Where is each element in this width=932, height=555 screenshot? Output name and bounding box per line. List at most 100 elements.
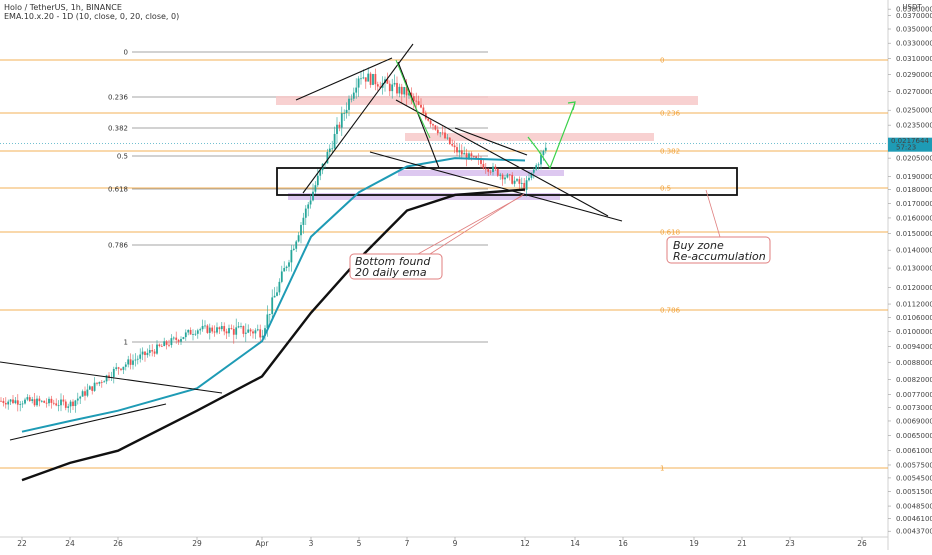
- candle-body: [408, 92, 410, 96]
- fib-label-right: 0.382: [660, 148, 680, 156]
- candle-body: [88, 386, 91, 390]
- candle-body: [415, 100, 418, 102]
- candle-body: [98, 381, 101, 384]
- candle-body: [33, 399, 36, 406]
- candle-body: [465, 153, 468, 160]
- projection-arrow-head: [567, 101, 576, 111]
- candle-body: [261, 335, 264, 338]
- candle-body: [484, 168, 487, 170]
- candle-body: [105, 375, 108, 382]
- candle-body: [146, 352, 149, 356]
- candle-body: [38, 398, 41, 402]
- resistance-zone-top: [276, 96, 698, 105]
- buy-zone-box: [276, 167, 738, 196]
- candle-body: [24, 399, 26, 404]
- candle-body: [352, 92, 355, 99]
- candle-body: [516, 179, 518, 181]
- price-tick-label: 0.0205000: [896, 155, 932, 163]
- candle-body: [184, 332, 187, 338]
- fib-label-left: 0.618: [108, 186, 128, 194]
- time-tick-label: 29: [192, 539, 202, 548]
- candle-body: [132, 360, 134, 365]
- candle-body: [302, 217, 305, 225]
- candle-body: [367, 73, 370, 82]
- candle-body: [235, 327, 238, 335]
- candle-body: [300, 224, 302, 236]
- price-tick-label: 0.0380000: [896, 6, 932, 14]
- bottom-note-pointer: [417, 195, 523, 255]
- candle-body: [45, 402, 48, 404]
- time-tick-label: 26: [857, 539, 867, 548]
- candle-body: [436, 129, 439, 134]
- candle-body: [345, 109, 348, 114]
- candle-body: [456, 147, 458, 153]
- candle-body: [405, 86, 408, 96]
- candle-body: [187, 329, 190, 333]
- price-tick-label: 0.0069000: [896, 417, 932, 425]
- candle-body: [513, 180, 516, 184]
- price-tick-label: 0.0170000: [896, 200, 932, 208]
- candle-body: [228, 328, 230, 334]
- candle-body: [134, 359, 137, 361]
- trend-line: [0, 361, 223, 394]
- candle-body: [412, 96, 415, 101]
- candle-body: [96, 382, 98, 384]
- candle-body: [350, 98, 353, 100]
- candle-body: [446, 137, 449, 139]
- candle-body: [417, 101, 420, 105]
- candle-body: [91, 386, 94, 391]
- candle-body: [535, 165, 538, 170]
- candle-body: [492, 166, 494, 172]
- candle-body: [93, 382, 96, 391]
- candle-body: [163, 341, 166, 347]
- trend-line: [395, 99, 609, 217]
- candle-body: [52, 402, 55, 404]
- candle-body: [144, 351, 146, 356]
- trend-line: [295, 57, 393, 101]
- price-tick-label: 0.0112000: [896, 301, 932, 309]
- candle-body: [268, 313, 271, 315]
- candle-body: [72, 401, 74, 407]
- candle-body: [122, 366, 125, 370]
- candle-body: [31, 399, 34, 401]
- candle-body: [79, 396, 82, 399]
- candle-body: [216, 327, 218, 333]
- candle-body: [292, 248, 295, 250]
- candle-body: [388, 83, 391, 92]
- candle-body: [376, 84, 379, 87]
- price-tick-label: 0.0048500: [896, 503, 932, 511]
- bottom-note-line1: Bottom found: [355, 255, 431, 268]
- price-tick-label: 0.0100000: [896, 328, 932, 336]
- candle-body: [309, 200, 312, 205]
- candle-body: [0, 400, 2, 402]
- candle-body: [331, 148, 334, 150]
- candle-body: [372, 74, 374, 85]
- price-tick-label: 0.0054500: [896, 474, 932, 482]
- time-tick-label: 16: [618, 539, 628, 548]
- candle-body: [369, 73, 372, 85]
- price-tick-label: 0.0190000: [896, 173, 932, 181]
- price-tick-label: 0.0077000: [896, 391, 932, 399]
- candle-body: [453, 145, 456, 148]
- candle-body: [458, 150, 461, 153]
- candle-body: [151, 350, 154, 352]
- candle-body: [172, 337, 175, 339]
- currency-label: USDT: [902, 3, 922, 11]
- candle-body: [196, 330, 199, 334]
- price-tick-label: 0.0370000: [896, 12, 932, 20]
- candle-body: [76, 398, 79, 401]
- candle-body: [336, 124, 338, 134]
- candle-body: [499, 174, 502, 176]
- candle-body: [333, 133, 336, 149]
- fib-label-right: 0.5: [660, 185, 671, 193]
- candle-body: [472, 156, 475, 158]
- bottom-note-box: [349, 253, 443, 280]
- candle-body: [139, 354, 142, 359]
- candle-body: [468, 153, 470, 160]
- candle-body: [532, 169, 535, 173]
- time-tick-label: 9: [453, 539, 458, 548]
- candle-body: [117, 367, 120, 369]
- candle-body: [266, 314, 269, 329]
- price-tick-label: 0.0046100: [896, 515, 932, 523]
